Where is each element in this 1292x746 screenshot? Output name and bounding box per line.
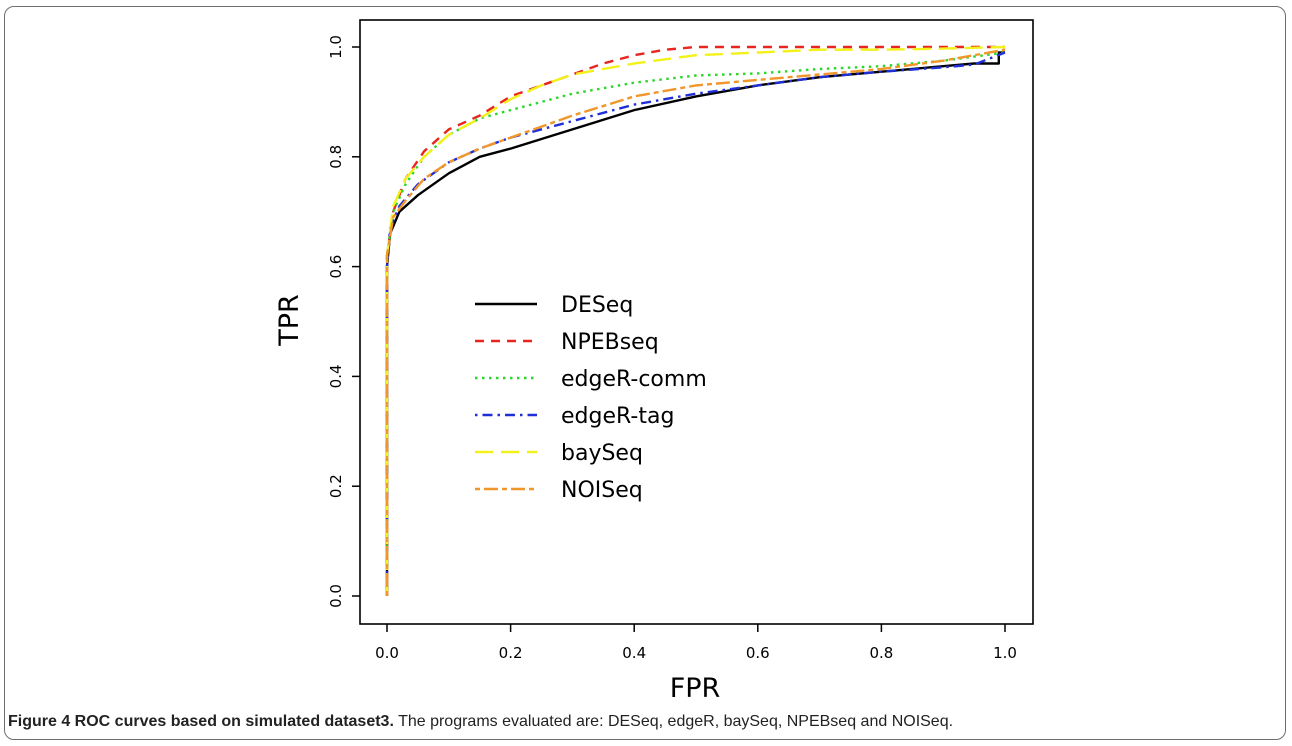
legend-label: baySeq [561, 441, 643, 466]
y-tick-label: 0.8 [327, 145, 345, 169]
y-tick-label: 0.0 [327, 584, 345, 608]
x-tick-label: 0.6 [746, 644, 770, 662]
legend-label: edgeR-tag [561, 404, 674, 429]
series-line-deseq [385, 51, 1005, 596]
series-lines [385, 45, 1006, 596]
y-tick-label: 1.0 [327, 35, 345, 59]
series-line-bayseq [385, 45, 1006, 596]
figure-frame [4, 6, 1286, 740]
caption-lead: Figure 4 ROC curves based on simulated d… [8, 713, 394, 730]
series-line-npebseq [385, 45, 1005, 596]
axes: 0.0 0.2 0.4 0.6 0.8 1.0 0.0 0.2 0.4 0.6 0.8 1.0 [327, 19, 1034, 662]
caption-body: The programs evaluated are: DESeq, edgeR… [393, 713, 954, 730]
legend-label: NOISeq [561, 478, 643, 503]
figure-caption: Figure 4 ROC curves based on simulated d… [8, 713, 1278, 731]
roc-chart: 0.0 0.2 0.4 0.6 0.8 1.0 0.0 0.2 0.4 0.6 0.8 1.0 DES… [274, 19, 1034, 704]
y-tick-label: 0.6 [327, 255, 345, 279]
legend-label: edgeR-comm [561, 367, 707, 392]
series-line-edger-tag [385, 51, 1006, 596]
series-line-edger-comm [385, 51, 1006, 596]
y-axis-title: TPR [274, 294, 305, 347]
legend-label: NPEBseq [561, 330, 659, 355]
x-axis-title: FPR [670, 673, 721, 704]
x-tick-label: 0.0 [375, 644, 399, 662]
y-tick-label: 0.2 [327, 474, 345, 498]
legend-label: DESeq [561, 293, 633, 318]
y-tick-label: 0.4 [327, 364, 345, 388]
x-tick-label: 0.2 [499, 644, 523, 662]
x-tick-label: 0.8 [869, 644, 893, 662]
x-tick-label: 0.4 [622, 644, 646, 662]
x-tick-label: 1.0 [993, 644, 1017, 662]
legend: DESeq NPEBseq edgeR-comm edgeR-tag baySeq NOI… [475, 293, 707, 503]
series-line-noiseq [385, 48, 1006, 596]
plot-box [359, 19, 1034, 625]
